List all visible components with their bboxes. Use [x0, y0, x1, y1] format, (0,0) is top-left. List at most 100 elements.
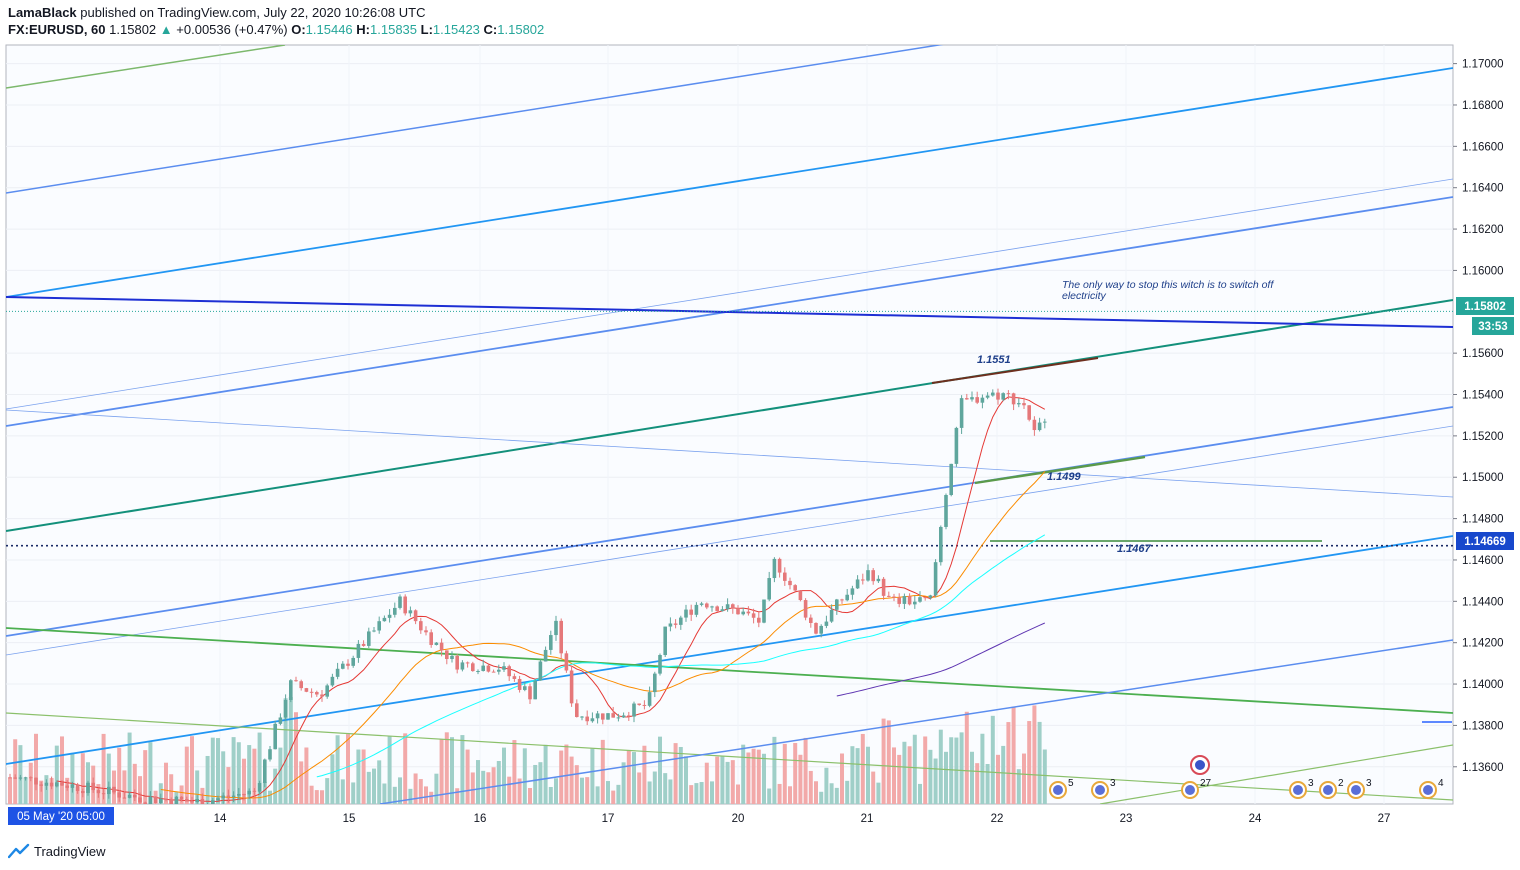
volume-bar [138, 776, 142, 804]
candle-body [777, 558, 782, 573]
volume-bar [980, 733, 985, 804]
volume-bar [886, 720, 891, 804]
event-flag-dot [1351, 785, 1361, 795]
volume-bar [434, 773, 439, 804]
volume-bar [75, 786, 80, 804]
candle-body [289, 680, 293, 700]
volume-bar [268, 790, 272, 804]
candle-body [767, 578, 771, 600]
x-tick-label: 15 [343, 813, 356, 825]
candle-body [60, 782, 64, 786]
trendline [6, 67, 1453, 298]
y-tick-label: 1.13600 [1462, 762, 1504, 774]
candle-body [122, 797, 127, 799]
volume-bar [626, 750, 631, 804]
candle-body [49, 782, 54, 787]
candle-body [497, 669, 501, 672]
x-tick-label: 23 [1120, 813, 1133, 825]
candle-body [445, 650, 449, 660]
candle-body [96, 790, 101, 794]
volume-bar [819, 791, 824, 804]
volume-bar [699, 782, 704, 804]
publisher-name[interactable]: LamaBlack [8, 5, 77, 20]
candle-body [621, 715, 626, 718]
candle-body [185, 799, 189, 802]
candle-body [23, 777, 28, 779]
close-label: C: [483, 22, 498, 37]
candle-body [517, 678, 522, 690]
volume-bar [429, 791, 434, 804]
candle-body [751, 613, 756, 618]
tradingview-logo-icon [8, 843, 30, 859]
volume-bar [777, 783, 782, 804]
volume-bar [117, 747, 122, 804]
volume-bar [923, 736, 928, 804]
volume-bar [860, 733, 865, 804]
volume-bar [179, 785, 184, 804]
symbol-name[interactable]: FX:EURUSD, 60 [8, 22, 106, 37]
candle-body [965, 398, 969, 400]
price-axis[interactable]: 1.17000 1.16800 1.16600 1.16400 1.16200 1.160… [1453, 59, 1504, 774]
volume-bar [13, 739, 18, 804]
annotations: The only way to stop this witch is to sw… [977, 279, 1274, 555]
candle-body [991, 392, 995, 396]
candle-body [1017, 403, 1021, 405]
volume-bar [892, 747, 896, 804]
economic-events[interactable]: 5 3 27 3 2 3 4 [1049, 755, 1444, 799]
countdown-tag [1472, 317, 1514, 335]
volume-bar [132, 763, 137, 804]
candle-body [1011, 393, 1016, 405]
volume-bar [580, 777, 584, 804]
time-axis[interactable]: 05 May '20 05:00 14 15 16 17 20 21 22 23 24 27 [8, 807, 1390, 825]
candle-body [367, 631, 371, 646]
y-tick-label: 1.14600 [1462, 555, 1504, 567]
candle-body [1006, 393, 1011, 395]
volume-bar [320, 790, 324, 804]
y-tick-label: 1.15200 [1462, 431, 1504, 443]
up-arrow-icon: ▲ [159, 22, 173, 37]
candle-body [252, 790, 257, 792]
volume-bar [465, 749, 470, 804]
volume-bar [398, 777, 402, 804]
candle-body [206, 804, 210, 806]
volume-bar [476, 760, 480, 804]
volume-bar [481, 770, 486, 804]
volume-bar [782, 743, 787, 804]
candle-body [663, 626, 667, 656]
volume-bar [632, 752, 636, 804]
volume-bar [772, 736, 777, 804]
volume-bar [34, 733, 38, 804]
candle-body [107, 786, 111, 795]
candle-body [840, 599, 844, 601]
volume-bar [871, 771, 876, 804]
volume-bar [559, 750, 564, 804]
moving-average-line [316, 534, 1046, 778]
candle-body [424, 630, 428, 633]
volume-bar [710, 781, 714, 804]
candle-body [699, 603, 704, 605]
note-line-2: electricity [1062, 290, 1107, 302]
candle-body [679, 617, 683, 625]
candle-body [179, 796, 184, 800]
candle-body [486, 665, 491, 672]
brand-footer[interactable]: TradingView [8, 843, 106, 859]
candle-body [549, 635, 553, 650]
volume-bar [1011, 706, 1016, 804]
candle-body [866, 570, 870, 581]
candle-body [309, 691, 314, 693]
candle-body [221, 795, 225, 799]
candle-body [741, 611, 745, 615]
note-line-1: The only way to stop this witch is to sw… [1062, 279, 1274, 291]
candle-body [715, 606, 719, 612]
volume-bar [595, 786, 600, 804]
moving-averages [56, 396, 1046, 803]
x-tick-label: 27 [1378, 813, 1391, 825]
candle-body [653, 673, 657, 693]
candle-body [845, 594, 849, 601]
candle-body [814, 622, 818, 634]
volume-bar [54, 745, 59, 804]
price-change: +0.00536 (+0.47%) [176, 22, 288, 37]
candle-body [580, 716, 584, 718]
volume-bar [517, 778, 522, 804]
